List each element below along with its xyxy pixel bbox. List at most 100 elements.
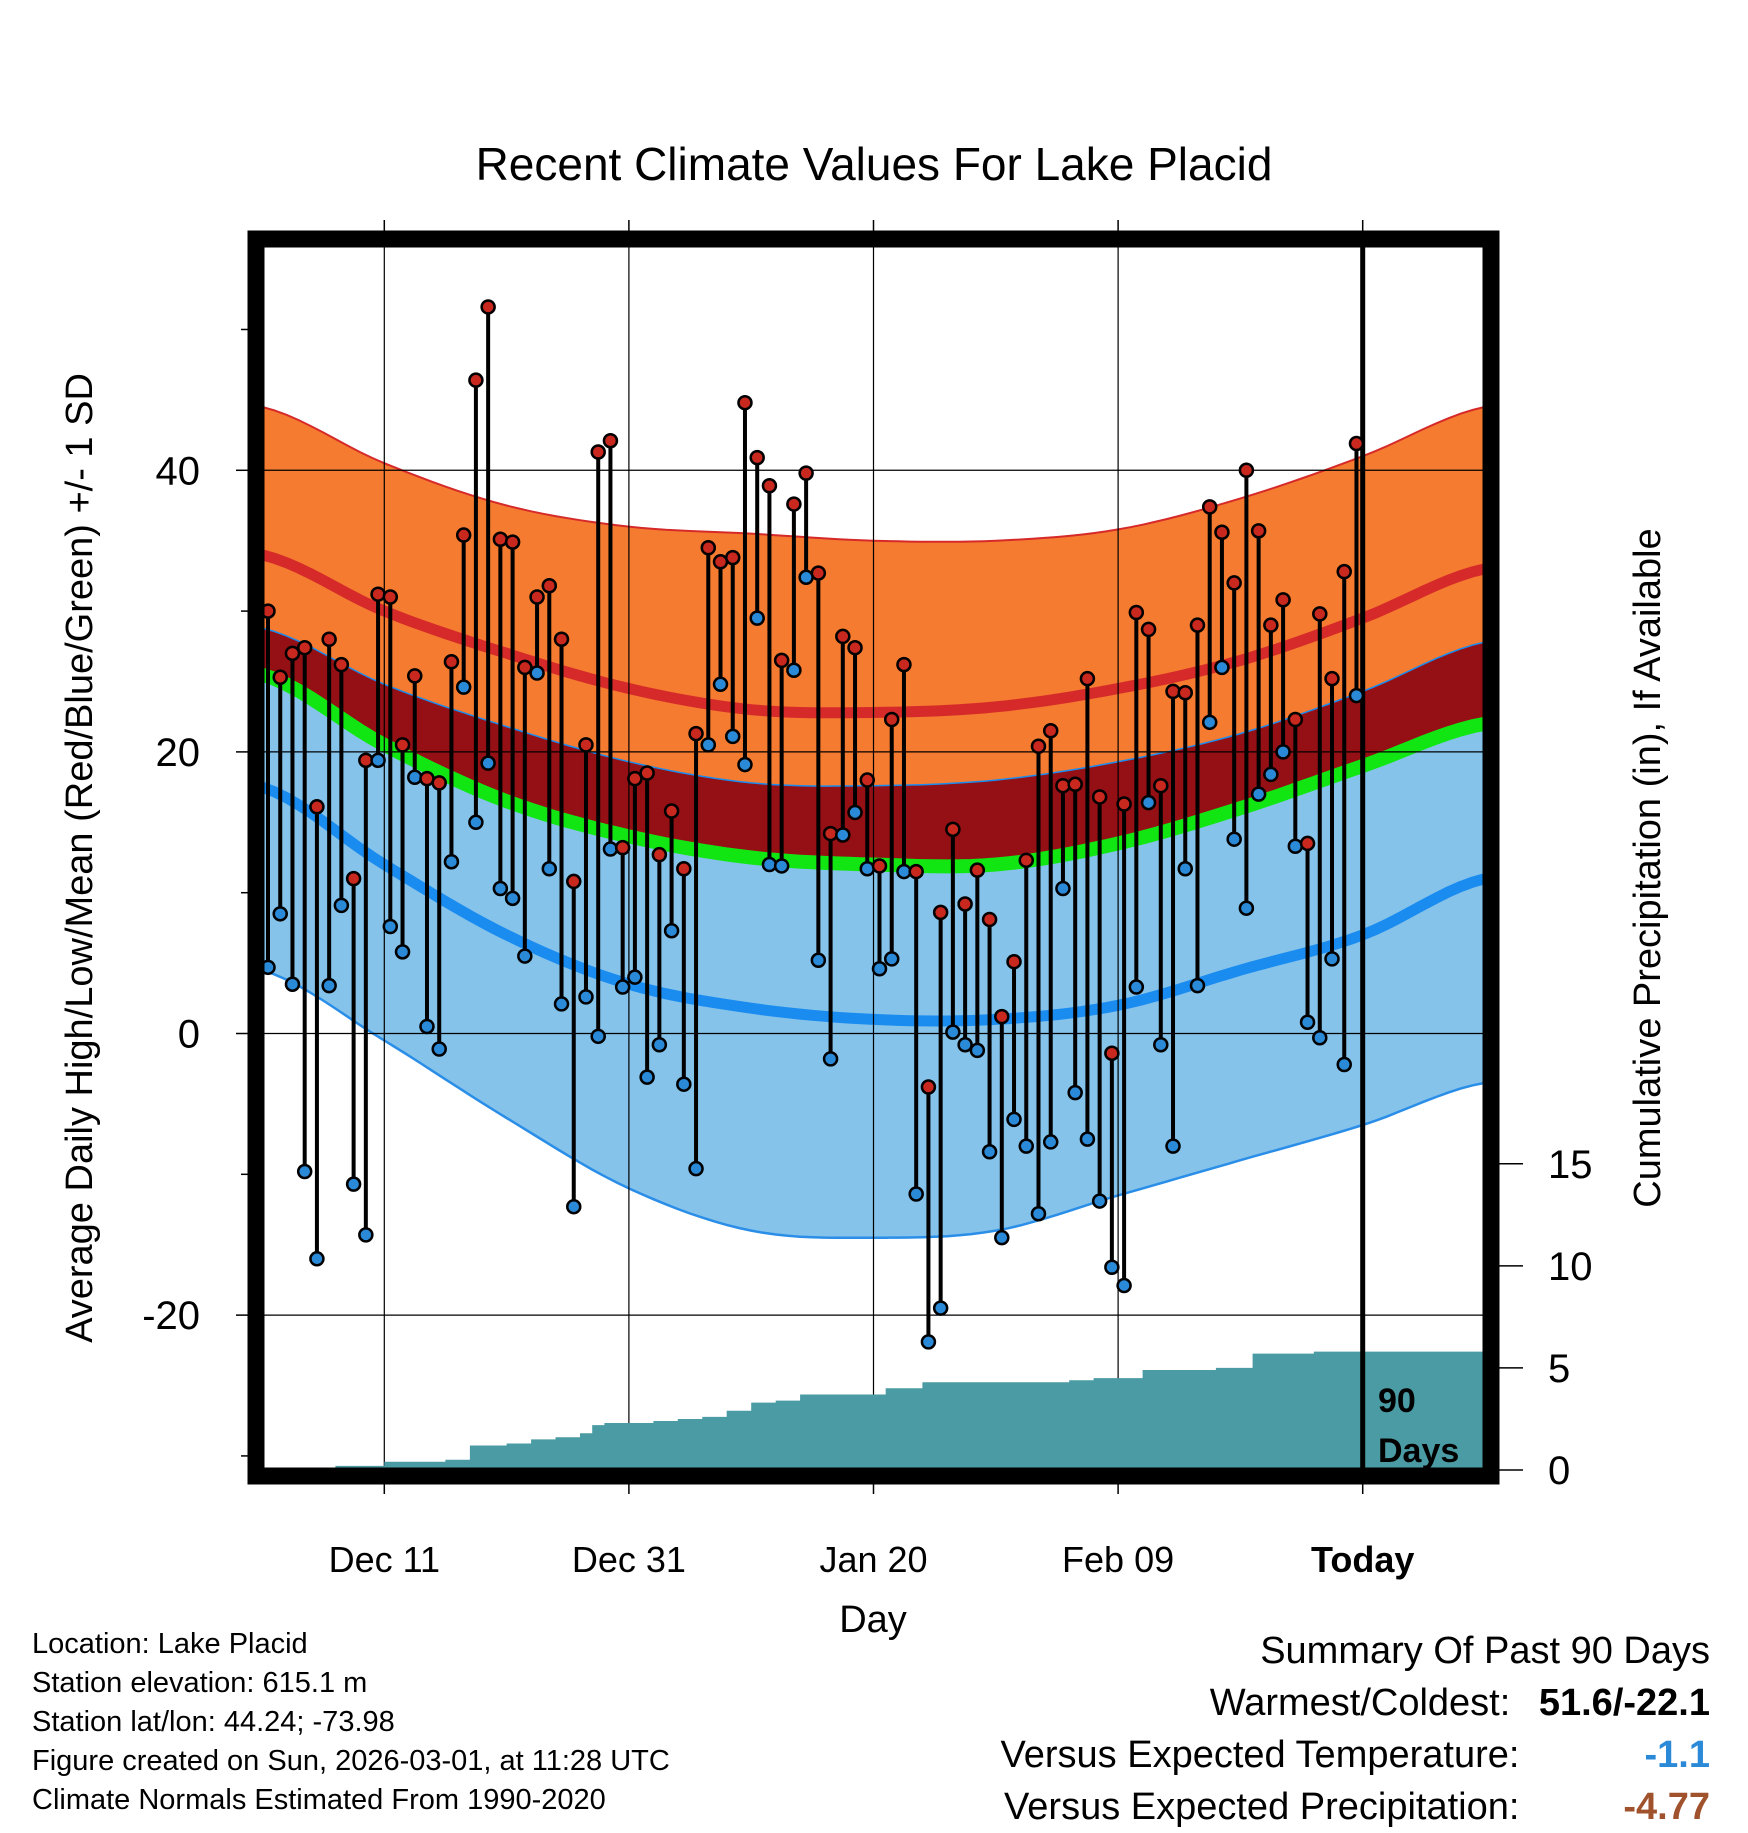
x-tick-label: Today [1311,1539,1414,1580]
latlon-text: Station lat/lon: 44.24; -73.98 [32,1706,395,1738]
high-point [969,862,986,878]
high-point [1177,685,1193,701]
low-point [1128,979,1145,995]
low-point [1018,1138,1035,1154]
high-point [1030,738,1047,755]
low-point [994,1229,1010,1246]
summary-temp: Versus Expected Temperature: -1.1 [1001,1729,1710,1781]
created-text: Figure created on Sun, 2026-03-01, at 11… [32,1745,670,1777]
low-point [1287,838,1304,854]
high-point [957,896,973,912]
high-point [1079,670,1096,687]
low-point [492,880,509,897]
low-point [590,1028,606,1045]
low-point [1348,687,1365,704]
temp-label: Versus Expected Temperature: [1000,1734,1520,1776]
low-point [1299,1014,1316,1030]
y2-tick-label: 0 [1548,1449,1570,1493]
elevation-text: Station elevation: 615.1 m [32,1667,368,1699]
high-point [676,861,692,877]
high-point [724,549,741,566]
low-point [1042,1134,1059,1150]
high-point [798,465,814,481]
low-point [1177,861,1193,877]
low-point [345,1176,362,1192]
high-point [1324,670,1340,687]
low-point [1263,766,1279,783]
low-point [883,951,900,967]
low-point [761,856,778,873]
high-point [553,631,570,648]
high-point [309,799,325,815]
high-point [1104,1045,1120,1061]
low-point [553,996,570,1012]
low-point [1189,977,1206,994]
low-point [945,1024,961,1040]
high-point [822,825,839,842]
low-point [1324,951,1340,967]
low-point [835,827,851,843]
high-point [700,539,717,556]
low-point [786,662,802,678]
low-point [908,1186,924,1202]
high-point [1250,523,1267,539]
high-point [883,711,900,728]
y2-axis-label: Cumulative Precipitation (in), If Availa… [1627,528,1669,1207]
x-tick-label: Feb 09 [1062,1539,1174,1580]
precip-label: Versus Expected Precipitation: [1004,1786,1520,1828]
low-point [602,841,619,857]
high-point [1067,776,1083,793]
high-point [871,858,888,874]
low-point [517,948,533,964]
high-point [1238,462,1255,479]
low-point [663,922,680,939]
location-text: Location: Lake Placid [32,1628,308,1660]
high-point [1018,852,1035,869]
low-point [468,814,484,831]
high-point [590,444,606,460]
high-point [296,639,313,656]
high-point [468,372,484,388]
high-point [443,654,460,670]
high-point [1006,953,1022,970]
low-point [1091,1193,1108,1209]
high-point [262,603,276,619]
low-point [957,1037,973,1053]
low-point [737,756,753,773]
low-point [1336,1056,1352,1073]
low-point [1275,744,1291,760]
low-point [639,1069,655,1085]
y2-tick-label: 15 [1548,1143,1593,1187]
high-point [407,668,423,684]
low-point [333,897,350,914]
high-point [455,527,472,543]
precip-value: -4.77 [1623,1786,1710,1828]
x-axis-label: Day [839,1599,907,1641]
high-point [1226,575,1242,591]
low-point [1116,1277,1132,1294]
high-point [394,737,411,753]
low-point [1238,900,1255,916]
high-point [1140,621,1157,638]
high-point [1165,683,1181,700]
low-point [688,1160,704,1177]
high-point [517,659,533,676]
high-point [737,394,753,411]
low-point [773,858,790,874]
high-point [773,652,790,669]
low-point [712,676,729,693]
high-point [908,863,924,880]
mean-band [262,628,1485,867]
high-point [1336,563,1352,580]
high-point [761,478,778,494]
high-point [1275,592,1291,608]
x-tick-label: Dec 11 [329,1539,440,1580]
high-point [651,846,668,863]
warmest-coldest-label: Warmest/Coldest: [1209,1682,1511,1724]
low-point [932,1300,949,1316]
high-point [504,534,521,550]
high-point [284,645,301,662]
x-tick-label: Jan 20 [819,1539,927,1580]
y2-tick-label: 10 [1548,1245,1593,1289]
high-point [627,770,643,787]
